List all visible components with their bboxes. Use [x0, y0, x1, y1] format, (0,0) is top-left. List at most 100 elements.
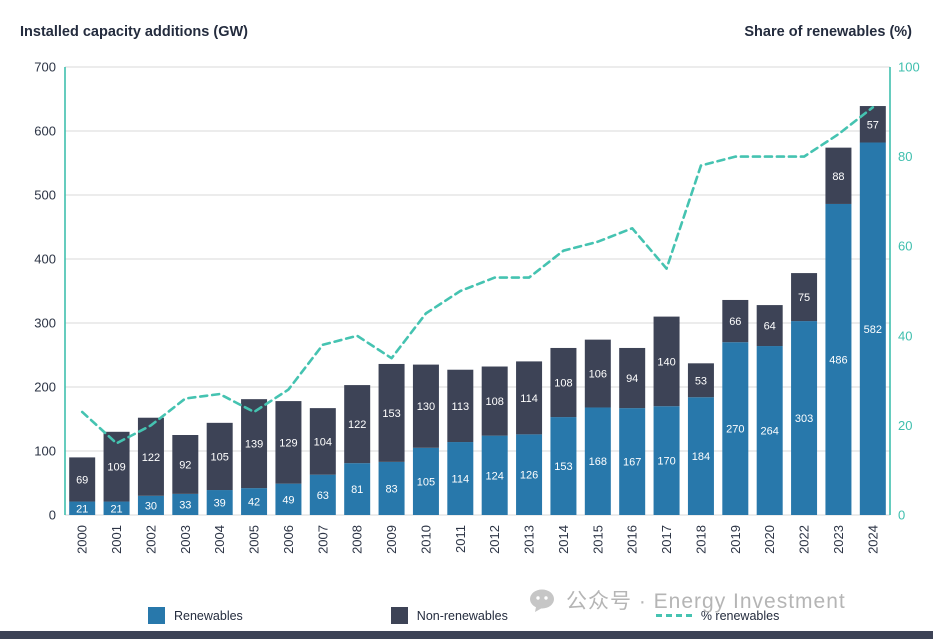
y-tick-label-left: 400	[34, 252, 56, 267]
bar-nonrenewables	[756, 305, 783, 347]
bar-value-label-renewables: 81	[351, 484, 363, 496]
bar-value-label-nonrenewables: 53	[695, 375, 707, 387]
bar-renewables	[481, 435, 508, 515]
bar-nonrenewables	[653, 316, 680, 407]
x-tick-label: 2014	[556, 525, 571, 554]
bar-value-label-nonrenewables: 114	[520, 393, 538, 405]
legend-label-renewables: Renewables	[174, 608, 243, 623]
chart-canvas: 0 100 200 300 400 500 600 700 0 20 40 60 80 100 21 69 20…	[34, 60, 919, 554]
right-axis-title: Share of renewables (%)	[744, 24, 912, 40]
bar-nonrenewables	[241, 399, 268, 489]
bar-value-label-renewables: 264	[761, 426, 779, 438]
nonrenewables-swatch-icon	[390, 607, 408, 624]
bar-value-label-renewables: 303	[795, 413, 813, 425]
bar-renewables	[447, 442, 474, 515]
y-tick-label-left: 600	[34, 124, 56, 139]
y-tick-label-left: 200	[34, 380, 56, 395]
bar-nonrenewables	[516, 361, 543, 435]
x-tick-label: 2004	[212, 525, 227, 554]
bar-value-label-nonrenewables: 69	[76, 474, 88, 486]
bar-renewables	[859, 142, 886, 515]
x-tick-label: 2016	[625, 525, 640, 554]
x-tick-label: 2012	[487, 525, 502, 554]
x-tick-label: 2019	[728, 525, 743, 554]
bar-renewables	[172, 493, 199, 515]
y-tick-label-left: 500	[34, 188, 56, 203]
bar-value-label-renewables: 39	[214, 498, 226, 510]
x-tick-label: 2015	[590, 525, 605, 554]
bar-value-label-nonrenewables: 108	[554, 378, 572, 390]
x-tick-label: 2008	[350, 525, 365, 554]
bar-nonrenewables	[378, 363, 405, 462]
bar-renewables	[378, 461, 405, 515]
bar-renewables	[791, 321, 818, 515]
x-tick-label: 2022	[797, 525, 812, 554]
bar-value-label-nonrenewables: 104	[314, 436, 332, 448]
bar-renewables	[722, 342, 749, 515]
bar-value-label-nonrenewables: 109	[107, 462, 125, 474]
renewables-swatch-icon	[148, 607, 165, 624]
bar-value-label-renewables: 126	[520, 470, 538, 482]
bar-value-label-nonrenewables: 88	[832, 171, 844, 183]
bar-value-label-renewables: 105	[417, 476, 435, 488]
bar-renewables	[653, 406, 680, 515]
bar-nonrenewables	[619, 347, 646, 409]
bar-value-label-nonrenewables: 105	[211, 451, 229, 463]
legend-item-renewables: Renewables	[148, 607, 243, 624]
legend-item-pct-renewables: % renewables	[655, 608, 780, 623]
x-tick-label: 2003	[178, 525, 193, 554]
bar-renewables	[550, 417, 577, 515]
bar-nonrenewables	[206, 422, 233, 491]
wechat-icon	[530, 589, 554, 612]
bar-nonrenewables	[309, 408, 336, 475]
bar-nonrenewables	[412, 364, 439, 448]
bar-value-label-nonrenewables: 140	[657, 356, 675, 368]
x-tick-label: 2013	[522, 525, 537, 554]
bar-value-label-renewables: 270	[726, 424, 744, 436]
bar-value-label-nonrenewables: 139	[245, 439, 263, 451]
y-tick-label-left: 0	[49, 508, 56, 523]
bar-value-label-renewables: 153	[554, 461, 572, 473]
bar-value-label-nonrenewables: 94	[626, 373, 638, 385]
bar-value-label-nonrenewables: 153	[382, 408, 400, 420]
y-tick-label-right: 0	[898, 508, 905, 523]
y-tick-label-right: 40	[898, 328, 912, 343]
legend-label-pct-renewables: % renewables	[700, 608, 780, 623]
bar-renewables	[344, 463, 371, 515]
legend-label-nonrenewables: Non-renewables	[416, 608, 508, 623]
bar-renewables	[137, 495, 164, 515]
bar-value-label-renewables: 486	[829, 354, 847, 366]
bar-nonrenewables	[447, 369, 474, 443]
bar-value-label-nonrenewables: 122	[142, 452, 160, 464]
bar-renewables	[206, 490, 233, 515]
bar-renewables	[825, 203, 852, 515]
pct-renewables-line	[80, 106, 875, 445]
bar-value-label-renewables: 114	[452, 474, 470, 486]
bar-value-label-nonrenewables: 108	[486, 396, 504, 408]
bar-value-label-renewables: 21	[76, 503, 88, 515]
bar-value-label-nonrenewables: 129	[279, 437, 297, 449]
bar-nonrenewables	[550, 347, 577, 418]
x-tick-label: 2018	[693, 525, 708, 554]
bar-value-label-nonrenewables: 113	[452, 401, 470, 413]
bar-nonrenewables	[791, 273, 818, 322]
x-tick-label: 2001	[109, 525, 124, 554]
x-tick-label: 2010	[418, 525, 433, 554]
bar-renewables	[687, 397, 714, 515]
bar-nonrenewables	[687, 363, 714, 398]
x-tick-label: 2023	[831, 525, 846, 554]
bar-nonrenewables	[103, 431, 130, 502]
dashed-line-swatch-icon	[655, 614, 692, 617]
bottom-accent-bar	[0, 631, 933, 639]
bar-value-label-renewables: 167	[623, 457, 641, 469]
bar-nonrenewables	[859, 106, 886, 143]
bar-nonrenewables	[481, 366, 508, 436]
x-tick-label: 2005	[247, 525, 262, 554]
bar-value-label-nonrenewables: 92	[179, 459, 191, 471]
x-tick-label: 2000	[75, 525, 90, 554]
x-tick-label: 2006	[281, 525, 296, 554]
y-tick-label-right: 20	[898, 418, 912, 433]
y-tick-label-left: 100	[34, 444, 56, 459]
bar-renewables	[584, 407, 611, 515]
bar-value-label-renewables: 170	[657, 456, 675, 468]
